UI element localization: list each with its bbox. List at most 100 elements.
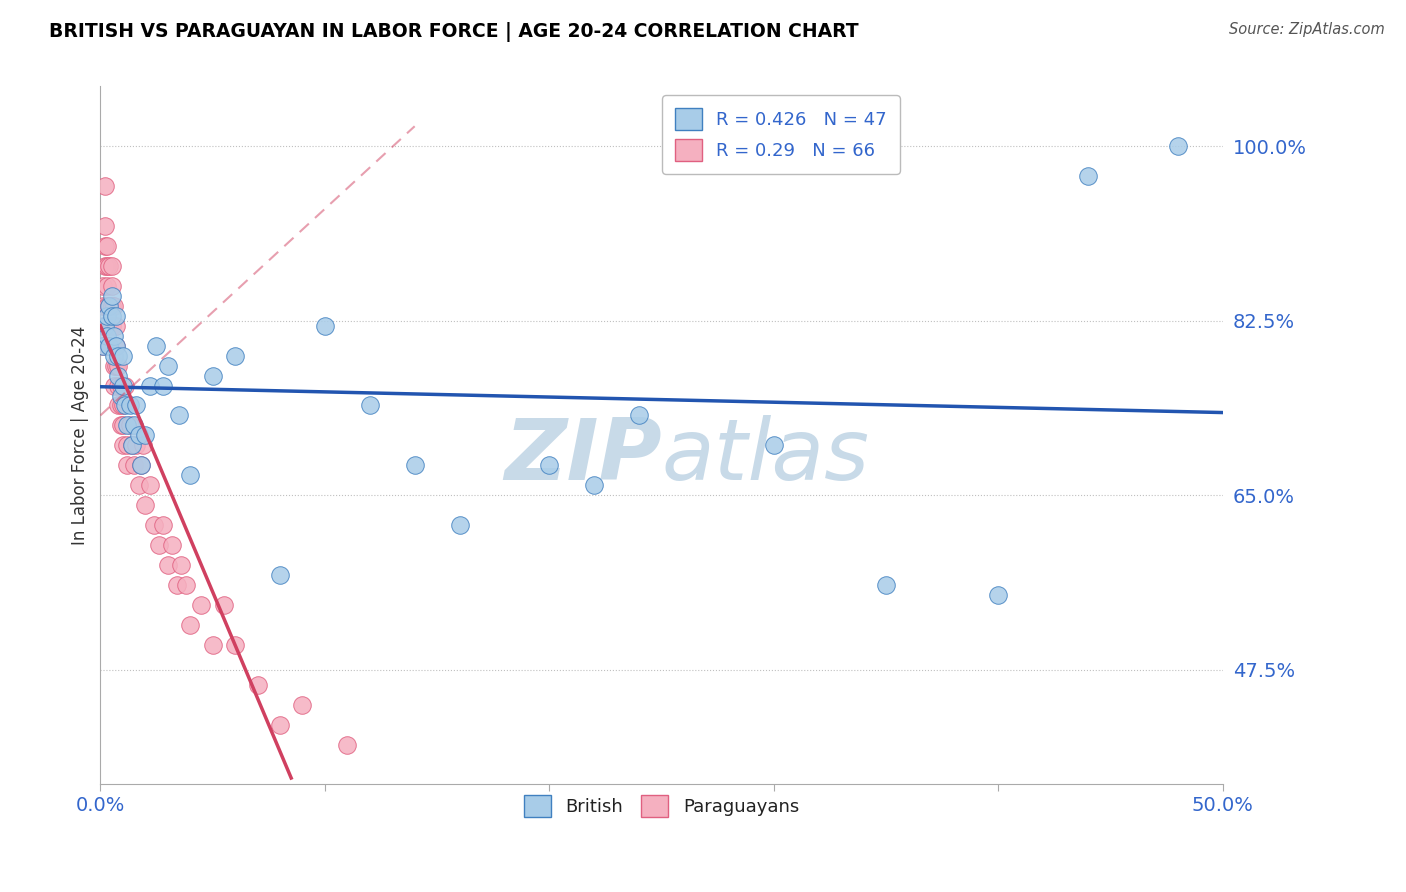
Point	[143, 518, 166, 533]
Point	[105, 359, 128, 373]
Point	[1167, 139, 1189, 153]
Point	[114, 378, 136, 392]
Point	[91, 318, 114, 333]
Point	[105, 338, 128, 352]
Point	[166, 578, 188, 592]
Point	[110, 378, 132, 392]
Text: Source: ZipAtlas.com: Source: ZipAtlas.com	[1229, 22, 1385, 37]
Point	[91, 278, 114, 293]
Point	[269, 568, 291, 582]
Point	[94, 239, 117, 253]
Point	[118, 418, 141, 433]
Y-axis label: In Labor Force | Age 20-24: In Labor Force | Age 20-24	[72, 326, 89, 545]
Point	[111, 378, 134, 392]
Point	[336, 738, 359, 752]
Point	[224, 638, 246, 652]
Point	[129, 458, 152, 473]
Point	[128, 478, 150, 492]
Point	[98, 318, 121, 333]
Point	[100, 278, 122, 293]
Point	[134, 498, 156, 512]
Point	[152, 378, 174, 392]
Point	[100, 289, 122, 303]
Point	[449, 518, 471, 533]
Point	[139, 378, 162, 392]
Point	[179, 618, 201, 632]
Point	[98, 259, 121, 273]
Point	[107, 399, 129, 413]
Point	[96, 328, 118, 343]
Point	[105, 318, 128, 333]
Point	[201, 368, 224, 383]
Point	[174, 578, 197, 592]
Point	[110, 399, 132, 413]
Point	[269, 717, 291, 731]
Point	[111, 438, 134, 452]
Point	[224, 349, 246, 363]
Point	[1077, 169, 1099, 183]
Point	[94, 318, 117, 333]
Point	[96, 259, 118, 273]
Point	[96, 278, 118, 293]
Point	[129, 458, 152, 473]
Point	[121, 438, 143, 452]
Point	[145, 338, 167, 352]
Point	[94, 179, 117, 194]
Point	[98, 338, 121, 352]
Point	[103, 349, 125, 363]
Point	[100, 299, 122, 313]
Point	[100, 309, 122, 323]
Point	[91, 338, 114, 352]
Point	[201, 638, 224, 652]
Text: ZIP: ZIP	[503, 415, 662, 498]
Point	[762, 438, 785, 452]
Point	[105, 309, 128, 323]
Point	[121, 438, 143, 452]
Point	[212, 598, 235, 612]
Point	[114, 399, 136, 413]
Point	[103, 299, 125, 313]
Point	[91, 299, 114, 313]
Point	[122, 458, 145, 473]
Point	[111, 349, 134, 363]
Point	[583, 478, 606, 492]
Point	[100, 259, 122, 273]
Point	[105, 338, 128, 352]
Point	[987, 588, 1010, 602]
Point	[103, 378, 125, 392]
Point	[152, 518, 174, 533]
Point	[103, 359, 125, 373]
Point	[246, 678, 269, 692]
Point	[111, 418, 134, 433]
Point	[156, 359, 179, 373]
Point	[96, 239, 118, 253]
Point	[98, 299, 121, 313]
Point	[128, 428, 150, 442]
Point	[107, 359, 129, 373]
Point	[628, 409, 651, 423]
Point	[122, 418, 145, 433]
Point	[118, 399, 141, 413]
Point	[98, 338, 121, 352]
Point	[538, 458, 561, 473]
Point	[100, 318, 122, 333]
Text: atlas: atlas	[662, 415, 870, 498]
Point	[134, 428, 156, 442]
Point	[103, 328, 125, 343]
Point	[110, 388, 132, 402]
Legend: British, Paraguayans: British, Paraguayans	[517, 788, 807, 824]
Point	[94, 219, 117, 233]
Point	[125, 399, 148, 413]
Point	[107, 378, 129, 392]
Point	[91, 338, 114, 352]
Point	[132, 438, 155, 452]
Point	[96, 299, 118, 313]
Point	[160, 538, 183, 552]
Point	[148, 538, 170, 552]
Point	[190, 598, 212, 612]
Point	[98, 299, 121, 313]
Point	[96, 309, 118, 323]
Point	[156, 558, 179, 572]
Text: BRITISH VS PARAGUAYAN IN LABOR FORCE | AGE 20-24 CORRELATION CHART: BRITISH VS PARAGUAYAN IN LABOR FORCE | A…	[49, 22, 859, 42]
Point	[170, 558, 193, 572]
